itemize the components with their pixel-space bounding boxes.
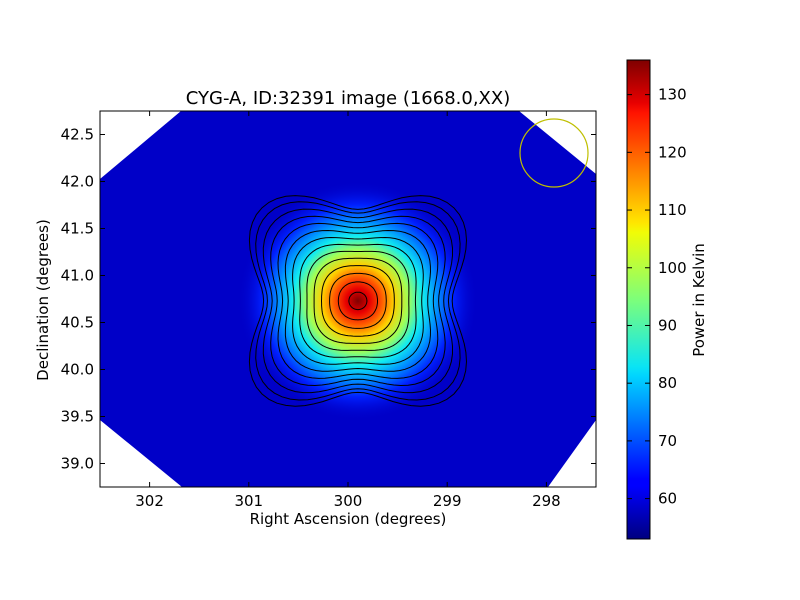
- colorbar-tick-label: 110: [658, 201, 687, 219]
- beam-circle: [519, 118, 589, 188]
- colorbar-tick-label: 120: [658, 143, 687, 161]
- contour-line: [292, 236, 424, 365]
- contour-line: [337, 281, 378, 321]
- x-tick-label: 302: [135, 492, 164, 510]
- y-tick-label: 42.0: [61, 173, 94, 191]
- x-tick-label: 300: [334, 492, 363, 510]
- y-tick-label: 40.0: [61, 361, 94, 379]
- colorbar: 60 70 80 90 100 110 120 130 Power in Kelvin: [626, 59, 708, 540]
- contour-line: [348, 291, 368, 311]
- contour-line: [313, 257, 403, 344]
- x-axis-ticks: 302 301 300 299 298: [135, 111, 561, 510]
- contour-line: [255, 201, 461, 401]
- plot-area: 302 301 300 299 298 39.0 39.5 40.0 40.5 41.0 41.5…: [61, 110, 597, 510]
- contour-line: [299, 243, 417, 358]
- colorbar-ticks: 60 70 80 90 100 110 120 130: [627, 86, 687, 508]
- x-tick-label: 299: [433, 492, 462, 510]
- colorbar-tick-label: 80: [658, 374, 677, 392]
- y-tick-label: 41.5: [61, 220, 94, 238]
- y-tick-label: 42.5: [61, 126, 94, 144]
- x-axis-label: Right Ascension (degrees): [250, 510, 447, 528]
- colorbar-tick-label: 70: [658, 432, 677, 450]
- contour-line: [284, 229, 432, 372]
- y-tick-label: 39.5: [61, 408, 94, 426]
- y-tick-label: 39.0: [61, 455, 94, 473]
- y-axis-label: Declination (degrees): [34, 219, 52, 381]
- contour-line: [262, 208, 453, 394]
- y-tick-label: 41.0: [61, 267, 94, 285]
- y-axis-ticks: 39.0 39.5 40.0 40.5 41.0 41.5 42.0 42.5: [61, 126, 596, 473]
- contour-line: [277, 222, 439, 379]
- contour-line: [329, 272, 387, 329]
- colorbar-label: Power in Kelvin: [690, 243, 708, 357]
- contour-line: [306, 250, 410, 351]
- y-tick-label: 40.5: [61, 314, 94, 332]
- colorbar-tick-label: 100: [658, 259, 687, 277]
- colorbar-tick-label: 60: [658, 490, 677, 508]
- contour-line: [270, 215, 446, 387]
- contour-lines: [248, 195, 468, 407]
- chart-title: CYG-A, ID:32391 image (1668.0,XX): [186, 88, 510, 109]
- source-emission: [237, 180, 478, 421]
- colorbar-tick-label: 130: [658, 86, 687, 104]
- x-tick-label: 301: [234, 492, 263, 510]
- colorbar-gradient: [626, 59, 651, 540]
- colorbar-tick-label: 90: [658, 316, 677, 334]
- x-tick-label: 298: [532, 492, 561, 510]
- contour-line: [320, 265, 395, 337]
- contour-line: [248, 195, 468, 407]
